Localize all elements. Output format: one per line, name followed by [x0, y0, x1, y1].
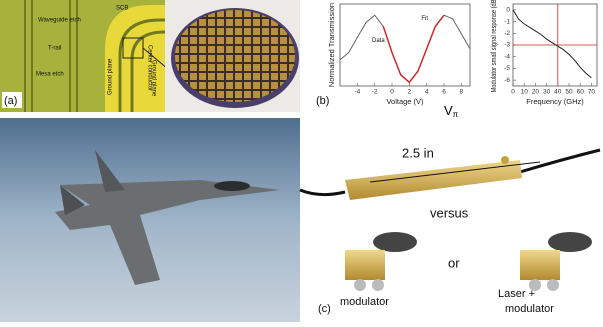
- versus: versus: [430, 205, 469, 220]
- jet-photo: [0, 118, 300, 322]
- y-tick-label: 0: [506, 7, 510, 14]
- series-line: [512, 9, 592, 79]
- v-pi: Vπ: [444, 103, 459, 119]
- annotation: Ground plane: [108, 58, 114, 95]
- x-axis-label: Voltage (V): [386, 97, 424, 106]
- x-tick-label: 6: [442, 89, 446, 96]
- annotation: SCB: [116, 6, 128, 12]
- option-label: Laser +: [498, 288, 535, 300]
- x-tick-label: 70: [588, 89, 596, 96]
- x-tick-label: 20: [532, 89, 540, 96]
- or: or: [448, 255, 460, 270]
- x-tick-label: 4: [425, 89, 429, 96]
- small-modules: [345, 232, 592, 291]
- annotation: Waveguide etch: [38, 18, 81, 24]
- conductor: [130, 30, 166, 112]
- x-tick-label: 0: [390, 89, 394, 96]
- option-label: modulator: [340, 296, 389, 308]
- y-tick-label: -5: [504, 65, 510, 72]
- wafer: [175, 10, 295, 102]
- plot-frame: [339, 3, 471, 87]
- annotation: Mesa etch: [36, 72, 64, 78]
- x-tick-label: 8: [460, 89, 464, 96]
- panel-label: (a): [4, 95, 17, 107]
- micrograph-lines: [24, 0, 78, 112]
- y-tick-label: -4: [504, 53, 510, 60]
- y-tick-label: -3: [504, 42, 510, 49]
- measure-line: [369, 161, 541, 183]
- series-label: Fit: [421, 16, 428, 22]
- length-label: 2.5 in: [402, 145, 434, 160]
- x-axis-label: Frequency (GHz): [526, 97, 584, 106]
- annotation: Center conductor: [146, 45, 152, 91]
- y-tick-label: -6: [504, 77, 510, 84]
- x-tick-label: 2: [408, 89, 412, 96]
- y-axis-label: Normalized Transmission: [327, 3, 336, 87]
- x-tick-label: -4: [354, 89, 360, 96]
- x-tick-label: -2: [372, 89, 378, 96]
- panel-label: (c): [318, 303, 331, 315]
- conductor: [118, 18, 165, 112]
- label-box: [2, 92, 22, 108]
- annotation: T-rail: [48, 46, 61, 52]
- annotation: Ground plane: [150, 60, 156, 97]
- y-tick-label: -1: [504, 18, 510, 25]
- x-tick-label: 30: [543, 89, 551, 96]
- panel-label: (b): [316, 95, 329, 107]
- y-tick-label: -2: [504, 30, 510, 37]
- option-label: modulator: [505, 303, 554, 315]
- series-line: [382, 14, 445, 84]
- series-label: Data: [372, 38, 385, 44]
- y-axis-label: Modulator small signal response (dB): [489, 0, 498, 93]
- x-tick-label: 50: [565, 89, 573, 96]
- x-tick-label: 40: [554, 89, 562, 96]
- x-tick-label: 0: [511, 89, 515, 96]
- jet: [55, 150, 280, 285]
- x-tick-label: 10: [521, 89, 529, 96]
- x-tick-label: 60: [577, 89, 585, 96]
- modulator-long: [299, 148, 601, 200]
